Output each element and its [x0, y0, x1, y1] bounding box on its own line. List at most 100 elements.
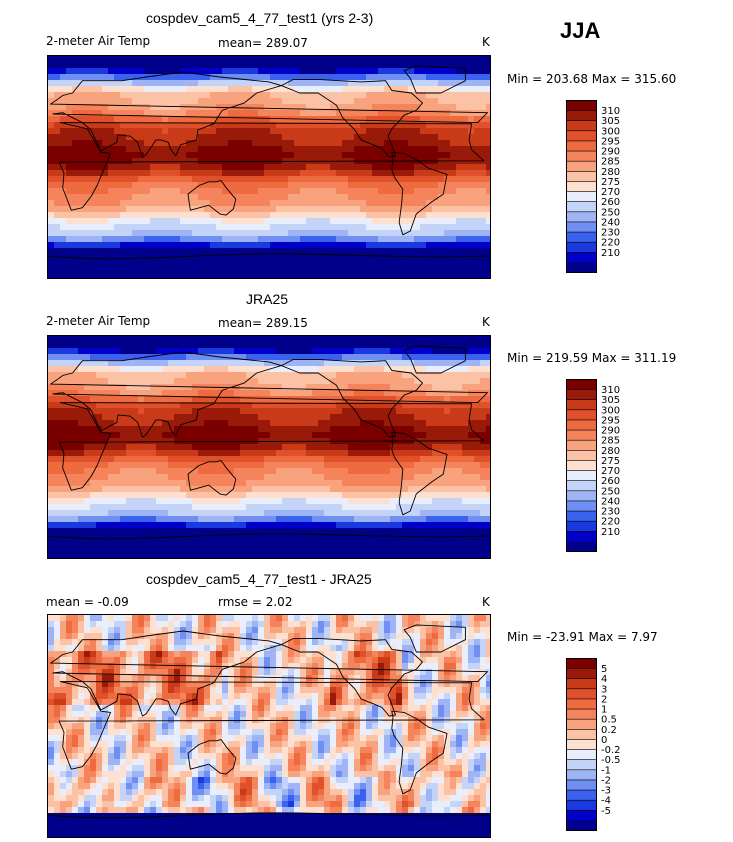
field-cell: [192, 146, 199, 153]
field-cell: [198, 212, 205, 219]
field-cell: [60, 444, 67, 451]
field-cell: [174, 498, 181, 505]
field-cell: [342, 92, 349, 99]
field-cell: [360, 68, 367, 75]
field-cell: [84, 110, 91, 117]
field-cell: [366, 170, 373, 177]
field-cell: [420, 92, 427, 99]
field-cell: [366, 218, 373, 225]
field-cell: [480, 462, 487, 469]
field-cell: [372, 182, 379, 189]
field-cell: [306, 140, 313, 147]
field-cell: [162, 230, 169, 237]
field-cell: [450, 366, 457, 373]
field-cell: [342, 336, 349, 343]
field-cell: [90, 188, 97, 195]
field-cell: [324, 444, 331, 451]
field-cell: [48, 140, 55, 147]
field-cell: [342, 140, 349, 147]
field-cell: [276, 372, 283, 379]
field-cell: [228, 236, 235, 243]
field-cell: [270, 146, 277, 153]
field-cell: [84, 504, 91, 511]
field-cell: [54, 480, 61, 487]
field-cell: [144, 182, 151, 189]
field-cell: [246, 74, 253, 81]
field-cell: [486, 396, 490, 403]
field-cell: [372, 122, 379, 129]
field-cell: [462, 408, 469, 415]
field-cell: [126, 266, 133, 273]
field-cell: [426, 444, 433, 451]
field-cell: [114, 272, 121, 278]
field-cell: [108, 206, 115, 213]
field-cell: [234, 176, 241, 183]
field-cell: [396, 86, 403, 93]
field-cell: [276, 450, 283, 457]
field-cell: [102, 146, 109, 153]
field-cell: [102, 504, 109, 511]
field-cell: [354, 194, 361, 201]
field-cell: [66, 68, 73, 75]
field-cell: [444, 236, 451, 243]
field-cell: [138, 378, 145, 385]
field-cell: [216, 450, 223, 457]
field-cell: [84, 408, 91, 415]
field-cell: [126, 182, 133, 189]
field-cell: [456, 170, 463, 177]
field-cell: [168, 98, 175, 105]
field-cell: [72, 98, 79, 105]
field-cell: [96, 336, 103, 343]
field-cell: [210, 98, 217, 105]
field-cell: [246, 206, 253, 213]
field-cell: [126, 504, 133, 511]
field-cell: [306, 498, 313, 505]
field-cell: [48, 218, 55, 225]
field-cell: [468, 152, 475, 159]
field-cell: [396, 176, 403, 183]
field-cell: [318, 80, 325, 87]
field-cell: [396, 492, 403, 499]
field-cell: [402, 122, 409, 129]
field-cell: [306, 152, 313, 159]
field-cell: [462, 396, 469, 403]
field-cell: [132, 200, 139, 207]
field-cell: [162, 492, 169, 499]
field-cell: [330, 182, 337, 189]
field-cell: [144, 140, 151, 147]
field-cell: [180, 104, 187, 111]
field-cell: [162, 92, 169, 99]
field-cell: [300, 218, 307, 225]
field-cell: [438, 218, 445, 225]
field-cell: [204, 342, 211, 349]
field-cell: [336, 206, 343, 213]
field-cell: [132, 86, 139, 93]
field-cell: [486, 498, 490, 505]
field-cell: [288, 426, 295, 433]
field-cell: [48, 170, 55, 177]
field-cell: [222, 272, 229, 278]
field-cell: [96, 408, 103, 415]
field-cell: [480, 242, 487, 249]
field-cell: [378, 498, 385, 505]
field-cell: [360, 134, 367, 141]
field-cell: [330, 360, 337, 367]
field-cell: [408, 56, 415, 63]
field-cell: [210, 414, 217, 421]
field-cell: [252, 242, 259, 249]
field-cell: [162, 408, 169, 415]
field-cell: [252, 414, 259, 421]
field-cell: [258, 98, 265, 105]
field-cell: [444, 474, 451, 481]
field-cell: [252, 116, 259, 123]
field-cell: [294, 68, 301, 75]
field-cell: [66, 56, 73, 63]
field-cell: [486, 402, 490, 409]
field-cell: [168, 104, 175, 111]
field-cell: [336, 122, 343, 129]
field-cell: [324, 462, 331, 469]
field-cell: [294, 260, 301, 267]
field-cell: [78, 158, 85, 165]
field-cell: [264, 486, 271, 493]
field-cell: [462, 254, 469, 261]
